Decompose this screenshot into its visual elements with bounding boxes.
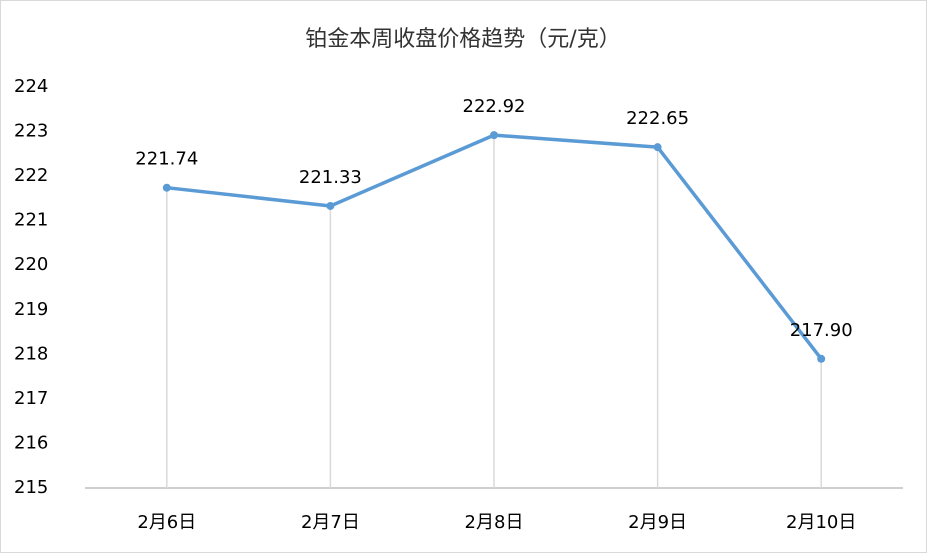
y-tick-label: 222	[14, 165, 48, 186]
x-tick-label: 2月9日	[628, 512, 687, 533]
y-tick-label: 223	[14, 121, 48, 142]
x-tick-label: 2月8日	[465, 512, 524, 533]
y-tick-label: 220	[14, 254, 48, 275]
y-tick-label: 218	[14, 343, 48, 364]
x-tick-label: 2月7日	[301, 512, 360, 533]
data-label: 217.90	[790, 320, 853, 341]
data-label: 222.92	[463, 96, 526, 117]
y-tick-label: 217	[14, 388, 48, 409]
y-tick-label: 216	[14, 432, 48, 453]
chart-title: 铂金本周收盘价格趋势（元/克）	[305, 27, 620, 52]
data-label: 222.65	[626, 108, 689, 129]
y-tick-label: 224	[14, 76, 48, 97]
y-tick-label: 221	[14, 210, 48, 231]
data-label: 221.74	[135, 149, 198, 170]
y-tick-label: 219	[14, 299, 48, 320]
data-label: 221.33	[299, 167, 362, 188]
data-point	[490, 131, 498, 140]
data-point	[653, 143, 662, 152]
data-point	[817, 354, 826, 363]
y-tick-label: 215	[14, 477, 48, 498]
data-point	[326, 201, 335, 210]
x-tick-label: 2月10日	[786, 512, 856, 533]
x-tick-label: 2月6日	[137, 512, 196, 533]
data-point	[162, 183, 171, 192]
